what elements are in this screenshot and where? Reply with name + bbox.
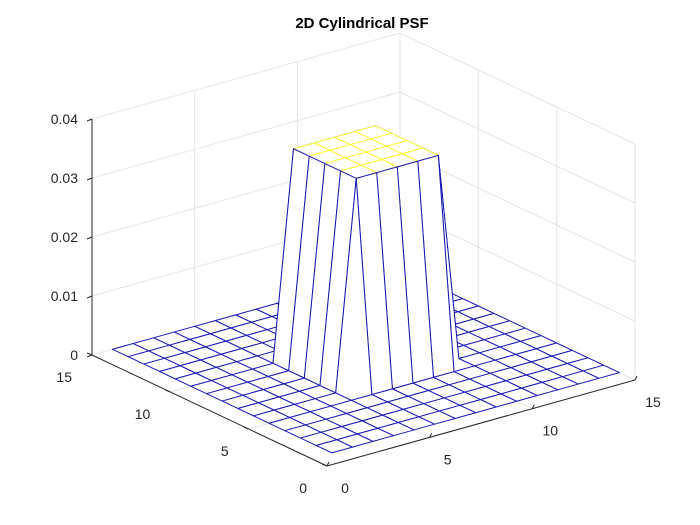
x-tick-label: 5 bbox=[444, 451, 452, 467]
x-tick-label: 15 bbox=[645, 394, 661, 410]
chart-title: 2D Cylindrical PSF bbox=[295, 15, 428, 32]
z-tick-label: 0.02 bbox=[51, 229, 78, 245]
y-tick-label: 5 bbox=[221, 443, 229, 459]
z-tick-label: 0.04 bbox=[51, 111, 78, 127]
y-tick-label: 0 bbox=[299, 480, 307, 496]
z-tick-label: 0.01 bbox=[51, 288, 78, 304]
z-tick-mark bbox=[86, 236, 93, 240]
y-tick-mark bbox=[321, 463, 328, 467]
sidewall-gridline bbox=[399, 32, 636, 145]
tick-labels: 0 5 10 15 0 5 10 15 0 0.01 0.02 0.03 0.04 bbox=[51, 111, 661, 496]
z-tick-mark bbox=[86, 118, 93, 122]
backwall-gridline bbox=[91, 91, 401, 179]
x-tick-mark bbox=[429, 433, 433, 438]
x-tick-label: 0 bbox=[341, 480, 349, 496]
axes-lines bbox=[86, 118, 638, 467]
sidewall-gridline bbox=[399, 91, 636, 204]
y-tick-label: 10 bbox=[135, 406, 151, 422]
backwall-gridline bbox=[91, 32, 401, 120]
x-tick-mark bbox=[634, 375, 638, 381]
z-tick-label: 0 bbox=[70, 347, 78, 363]
z-tick-label: 0.03 bbox=[51, 170, 78, 186]
z-tick-mark bbox=[86, 295, 93, 299]
y-tick-label: 15 bbox=[56, 369, 72, 385]
surface-mesh bbox=[112, 125, 620, 454]
x-tick-mark bbox=[326, 461, 330, 467]
y-tick-mark bbox=[165, 389, 171, 393]
y-tick-mark bbox=[243, 426, 249, 430]
x-tick-label: 10 bbox=[543, 423, 559, 439]
y-tick-mark bbox=[86, 352, 93, 356]
surface-cell bbox=[315, 439, 353, 454]
y-axis-line bbox=[91, 354, 328, 467]
x-axis-line bbox=[326, 379, 636, 467]
z-tick-mark bbox=[86, 177, 93, 181]
z-tick-mark bbox=[86, 354, 93, 358]
x-tick-mark bbox=[531, 404, 535, 409]
